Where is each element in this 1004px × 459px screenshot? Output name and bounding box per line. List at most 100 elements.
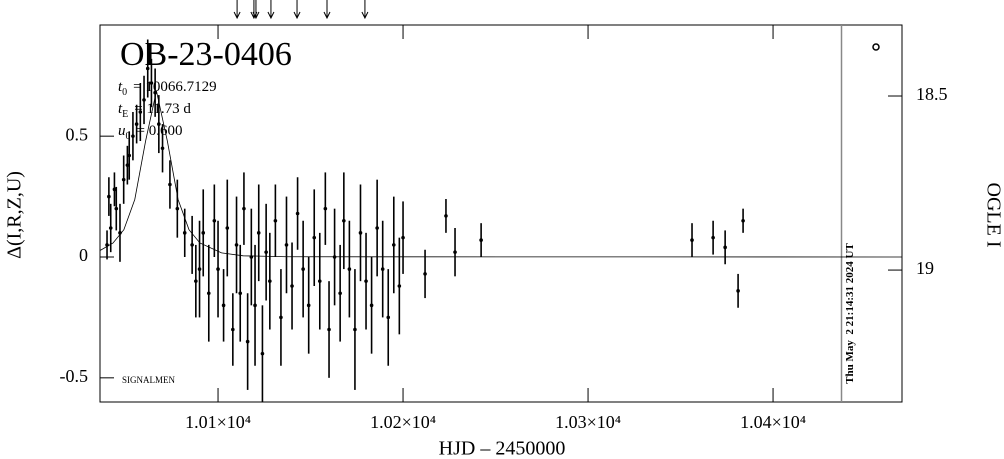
- data-point: [107, 194, 111, 199]
- y-tick-label: 0.5: [66, 124, 89, 144]
- data-point: [245, 339, 250, 344]
- data-point: [364, 279, 368, 283]
- data-point: [353, 327, 357, 332]
- data-point: [118, 231, 122, 235]
- x-tick-label: 1.02×10⁴: [370, 412, 436, 432]
- param-symbol: t: [118, 101, 123, 117]
- param-subscript: 0: [122, 87, 127, 98]
- data-point: [157, 122, 161, 126]
- data-point: [206, 291, 211, 296]
- data-point: [105, 243, 109, 247]
- data-point: [253, 303, 257, 308]
- data-point: [142, 98, 146, 102]
- data-point: [194, 279, 198, 283]
- param-symbol: u: [118, 123, 126, 139]
- data-point: [268, 279, 272, 283]
- data-point: [397, 284, 402, 288]
- data-point: [723, 245, 727, 250]
- data-point: [242, 206, 246, 211]
- data-point: [312, 235, 317, 240]
- data-point: [108, 226, 113, 230]
- x-tick-label: 1.04×10⁴: [740, 412, 806, 432]
- data-point: [453, 250, 457, 254]
- data-point: [168, 182, 172, 187]
- data-point: [711, 235, 715, 240]
- y2-axis-label: OGLE I: [982, 183, 1004, 248]
- data-point: [279, 315, 283, 320]
- data-point: [284, 243, 289, 247]
- y2-tick-label: 18.5: [916, 84, 948, 104]
- data-point: [190, 243, 194, 247]
- data-point: [736, 289, 740, 293]
- data-point: [342, 218, 346, 223]
- data-point: [145, 66, 150, 71]
- param-value: = 11.73 d: [134, 101, 191, 117]
- event-arrow: [233, 0, 241, 20]
- plot-frame: [99, 24, 903, 403]
- data-point: [197, 267, 202, 271]
- data-point: [238, 291, 243, 296]
- data-point: [221, 303, 226, 308]
- y-axis-label: Δ(I,R,Z,U): [4, 171, 26, 259]
- marker-dot: [872, 43, 880, 51]
- data-point: [234, 243, 239, 247]
- data-point: [423, 272, 427, 276]
- data-point: [369, 303, 374, 308]
- param-subscript: E: [122, 109, 128, 120]
- data-point: [175, 206, 180, 211]
- data-point: [306, 303, 311, 308]
- data-point: [260, 351, 265, 356]
- model-curve: [99, 90, 903, 258]
- data-point: [391, 243, 396, 247]
- event-arrow: [267, 0, 275, 20]
- data-point: [380, 267, 385, 271]
- data-point: [112, 187, 117, 192]
- chart-title: OB-23-0406: [120, 36, 292, 73]
- data-point: [216, 267, 220, 271]
- y-tick-label: 0: [79, 245, 88, 265]
- data-point: [358, 231, 363, 235]
- data-point: [182, 231, 187, 235]
- event-arrow: [252, 0, 260, 20]
- data-point: [134, 122, 139, 126]
- data-point: [332, 255, 337, 259]
- event-arrow: [293, 0, 301, 20]
- fit-parameter: t0 = 10066.7129: [118, 79, 217, 98]
- data-point: [256, 231, 261, 235]
- data-point: [401, 235, 405, 240]
- x-axis-label: HJD – 2450000: [439, 438, 566, 459]
- y2-tick-label: 19: [916, 258, 934, 278]
- data-point: [386, 315, 391, 320]
- data-point: [249, 255, 254, 259]
- data-point: [131, 134, 135, 138]
- param-subscript: 0: [126, 131, 131, 142]
- data-point: [138, 110, 143, 114]
- data-point: [741, 218, 745, 223]
- data-point: [160, 146, 165, 151]
- data-point: [231, 327, 235, 332]
- x-tick-label: 1.01×10⁴: [185, 412, 251, 432]
- param-value: = 10066.7129: [133, 79, 216, 95]
- fit-parameter: u0= 0.600: [118, 123, 182, 142]
- data-point: [375, 226, 379, 230]
- data-point: [479, 238, 483, 242]
- event-arrow: [361, 0, 369, 20]
- data-point: [347, 267, 352, 271]
- data-point: [295, 211, 300, 216]
- data-point: [444, 214, 448, 218]
- data-point: [323, 206, 328, 211]
- param-symbol: t: [118, 79, 123, 95]
- data-point: [317, 279, 322, 283]
- y-tick-label: -0.5: [60, 366, 89, 386]
- corner-label: SIGNALMEN: [122, 375, 175, 385]
- data-point: [327, 327, 331, 332]
- x-tick-label: 1.03×10⁴: [555, 412, 621, 432]
- data-point: [338, 291, 342, 296]
- data-point: [290, 284, 294, 288]
- data-point: [690, 238, 694, 242]
- date-label: Thu May 2 21:14:31 2024 UT: [844, 243, 856, 384]
- data-point: [153, 90, 157, 95]
- data-point: [264, 250, 268, 254]
- data-point: [121, 177, 126, 182]
